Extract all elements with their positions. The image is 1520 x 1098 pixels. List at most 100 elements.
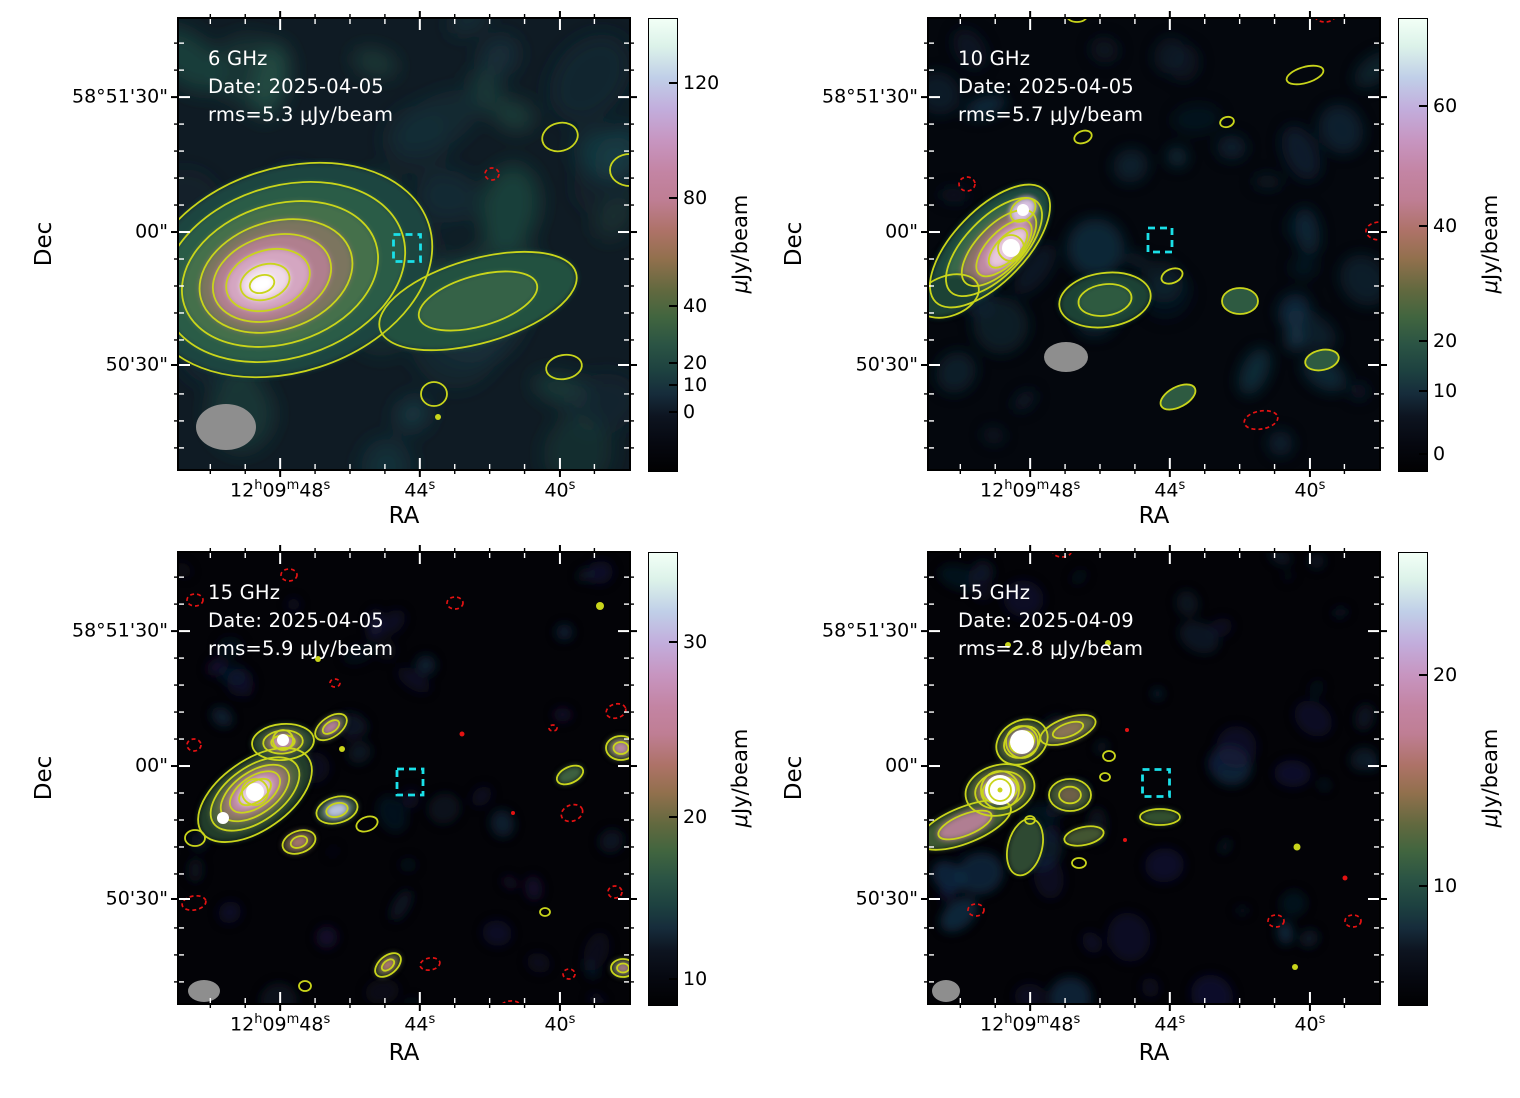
negative-contour — [186, 738, 202, 752]
colorbar-tick-label: 30 — [683, 631, 708, 653]
colorbar-tick-label: 20 — [1433, 329, 1458, 352]
positive-contour — [539, 907, 551, 917]
map-image — [928, 18, 1380, 470]
radio-map — [171, 545, 637, 1011]
colorbar-tick — [1419, 884, 1427, 887]
date-label: Date: 2025-04-09 — [958, 609, 1134, 632]
negative-contour-dot — [1125, 728, 1129, 732]
x-tick-label: 40s — [1294, 1012, 1326, 1036]
panel-spine — [927, 551, 1381, 1005]
panel-15ghz-apr05: 15 GHz Date: 2025-04-05 rms=5.9 μJy/beam — [171, 545, 637, 1011]
negative-contour — [280, 568, 298, 582]
x-axis-label: RA — [388, 1040, 420, 1066]
colorbar-tick-label: 0 — [683, 401, 696, 424]
positive-contour — [1160, 267, 1184, 285]
negative-contour — [560, 803, 584, 823]
colorbar: 20 10 — [1398, 552, 1457, 1006]
positive-contour — [1221, 287, 1259, 315]
x-axis-label: RA — [1138, 503, 1170, 529]
rms-label: rms=5.7 μJy/beam — [958, 103, 1144, 126]
positive-contour — [1066, 18, 1088, 23]
colorbar-tick — [669, 641, 677, 643]
y-tick-label: 58°51'30" — [822, 85, 918, 108]
colorbar-tick-label: 80 — [683, 187, 708, 209]
compact-source-dot — [339, 746, 345, 752]
rms-label: rms=5.3 μJy/beam — [208, 103, 394, 126]
target-box — [392, 233, 422, 263]
x-tick-label: 12h09m48s — [980, 1012, 1081, 1036]
noise-blobs — [178, 561, 624, 1004]
map-image — [928, 552, 1380, 1004]
panel-10ghz: 10 GHz Date: 2025-04-05 rms=5.7 μJy/beam — [921, 11, 1387, 477]
positive-contour — [184, 829, 206, 847]
colorbar-tick-label: 10 — [1433, 874, 1458, 897]
bright-core — [1017, 737, 1027, 747]
colorbar-tick — [669, 362, 677, 364]
negative-contour — [967, 903, 985, 917]
colorbar-tick — [669, 978, 677, 981]
compact-source-dot — [1105, 640, 1111, 646]
negative-contour — [548, 724, 558, 732]
positive-contour — [545, 353, 583, 381]
negative-contour — [1243, 409, 1279, 431]
colorbar: 30 20 10 — [648, 552, 707, 1006]
radio-map — [921, 545, 1387, 1011]
bright-core — [1002, 239, 1020, 257]
date-label: Date: 2025-04-05 — [208, 609, 384, 632]
target-box — [1146, 226, 1174, 254]
positive-contour — [1099, 772, 1111, 782]
beam-ellipse — [932, 980, 960, 1002]
colorbar-tick — [1419, 225, 1427, 227]
x-tick-label: 12h09m48s — [980, 478, 1081, 502]
contour-lines — [181, 568, 630, 1004]
panel-15ghz-apr09: 15 GHz Date: 2025-04-09 rms=2.8 μJy/beam — [921, 545, 1387, 1011]
negative-contour — [484, 167, 500, 181]
negative-contour — [186, 593, 204, 607]
colorbar: 120 80 40 20 10 0 — [648, 18, 719, 472]
map-image — [178, 18, 630, 470]
negative-contour — [607, 885, 623, 899]
colorbar-tick — [1419, 390, 1427, 392]
positive-contour — [1071, 857, 1087, 869]
contour-lines — [178, 121, 630, 420]
x-tick-label: 40s — [1294, 478, 1326, 502]
positive-contour — [355, 815, 379, 833]
target-box — [1141, 768, 1171, 798]
colorbar-tick-label: 0 — [1433, 442, 1446, 465]
positive-contour — [1102, 750, 1116, 762]
panel-annotations: 6 GHz Date: 2025-04-05 rms=5.3 μJy/beam — [208, 45, 393, 129]
compact-source-dot — [315, 656, 321, 662]
panel-spine — [927, 17, 1381, 471]
radio-map — [171, 11, 637, 477]
x-tick-label: 12h09m48s — [230, 478, 331, 502]
frequency-label: 15 GHz — [208, 581, 281, 604]
colorbar-tick-label: 10 — [683, 968, 708, 991]
y-tick-label: 58°51'30" — [72, 85, 168, 108]
colorbar-tick — [669, 411, 677, 414]
rms-label: rms=2.8 μJy/beam — [958, 637, 1144, 660]
positive-contour — [420, 381, 448, 407]
x-tick-label: 12h09m48s — [230, 1012, 331, 1036]
x-tick-label: 40s — [544, 1012, 576, 1036]
compact-source-dot — [1293, 843, 1301, 851]
bright-core — [217, 812, 229, 824]
y-tick-label: 58°51'30" — [72, 619, 168, 642]
negative-contour — [419, 956, 441, 972]
negative-contour — [958, 176, 976, 192]
negative-contour-dot — [1342, 875, 1348, 881]
colorbar-tick — [669, 81, 677, 84]
x-tick-label: 44s — [404, 478, 436, 502]
date-label: Date: 2025-04-05 — [208, 75, 384, 98]
y-tick-label: 50'30" — [105, 353, 168, 376]
negative-contour — [1365, 221, 1380, 241]
colorbar-tick-label: 40 — [683, 295, 708, 317]
negative-contour-dot — [1123, 838, 1127, 842]
date-label: Date: 2025-04-05 — [958, 75, 1134, 98]
y-tick-label: 00" — [885, 754, 918, 777]
x-tick-label: 40s — [544, 478, 576, 502]
positive-contour — [1159, 383, 1197, 411]
contour-lines — [928, 552, 1362, 970]
compact-source-dot — [435, 414, 441, 420]
panel-spine — [177, 17, 631, 471]
x-axis-label: RA — [388, 503, 420, 529]
